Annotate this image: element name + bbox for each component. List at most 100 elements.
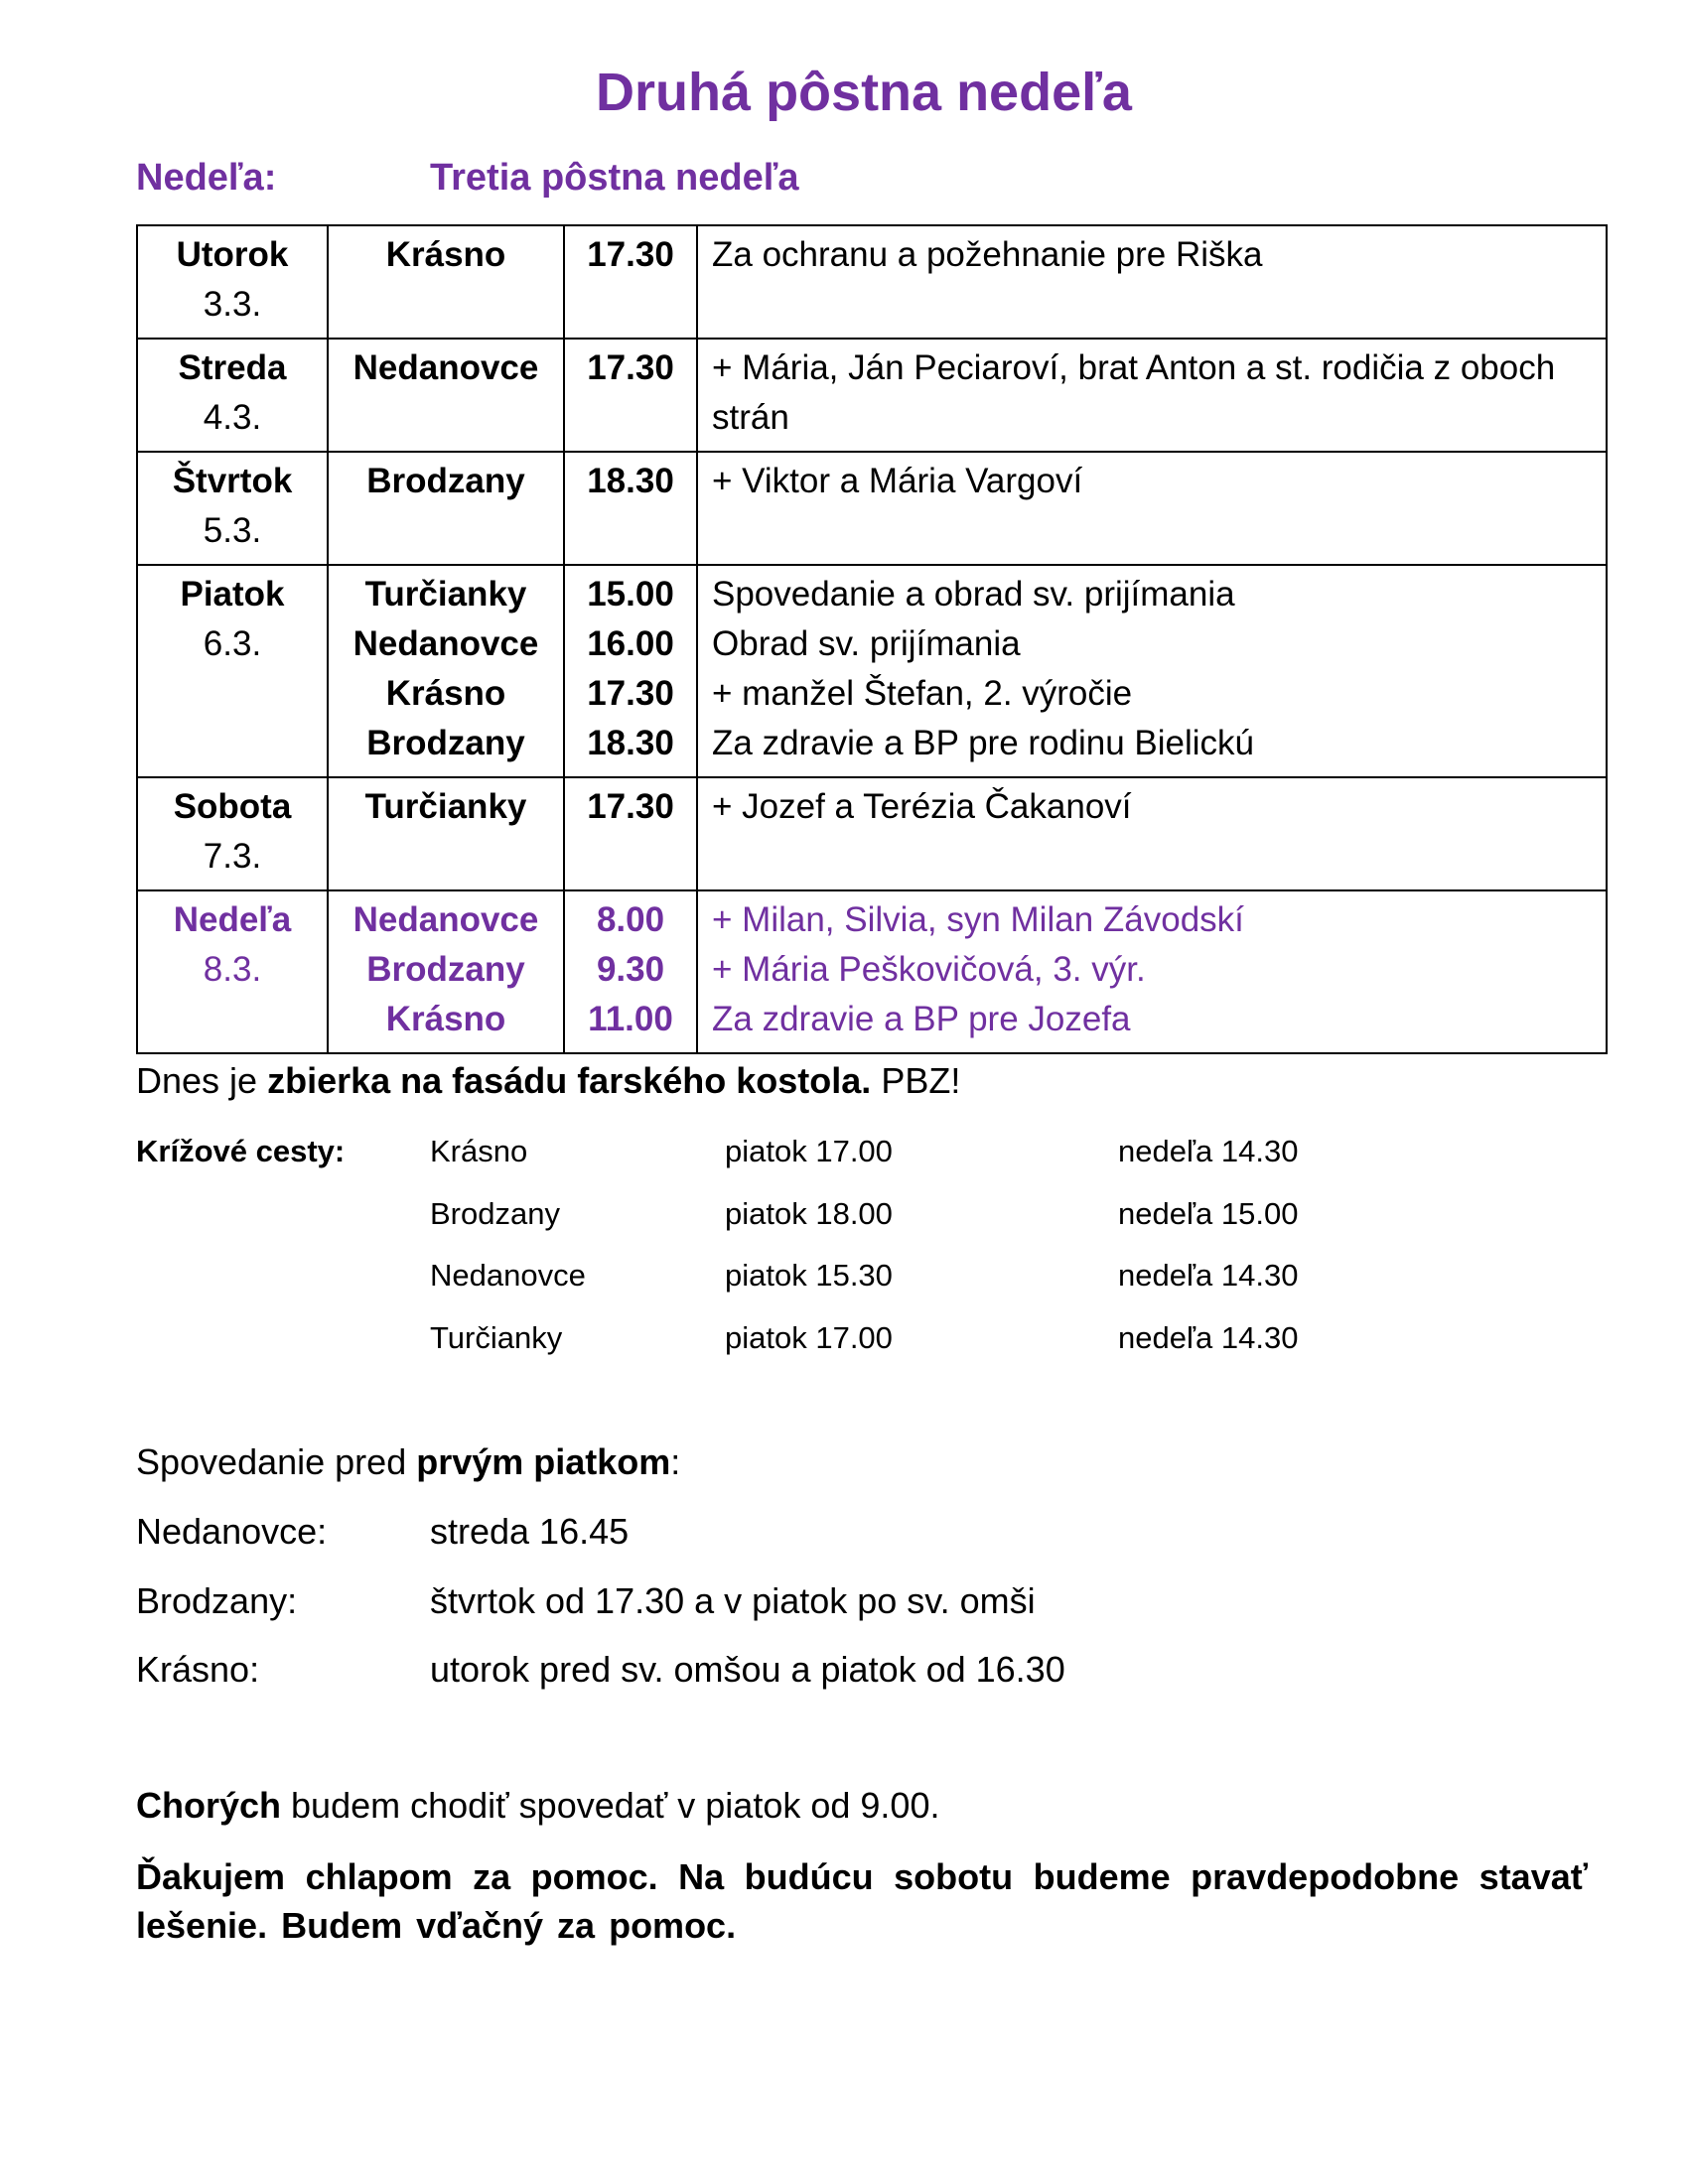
next-sunday-label: Nedeľa: bbox=[136, 157, 277, 199]
station-friday: piatok 18.00 bbox=[725, 1195, 893, 1231]
intention-cell: + Milan, Silvia, syn Milan Závodskí + Már… bbox=[696, 889, 1608, 1054]
time-cell: 17.30 bbox=[563, 776, 698, 891]
confession-post: : bbox=[670, 1441, 681, 1482]
time: 17.30 bbox=[587, 674, 674, 713]
confession-bold: prvým piatkom bbox=[416, 1441, 671, 1482]
day-cell: Štvrtok 5.3. bbox=[136, 451, 329, 566]
confession-time: utorok pred sv. omšou a piatok od 16.30 bbox=[430, 1649, 1065, 1690]
confession-place: Nedanovce: bbox=[136, 1511, 328, 1552]
place-cell: Nedanovce Brodzany Krásno bbox=[327, 889, 565, 1054]
confession-pre: Spovedanie pred bbox=[136, 1441, 417, 1482]
intention: + Jozef a Terézia Čakanoví bbox=[712, 787, 1132, 826]
stations-label: Krížové cesty: bbox=[136, 1134, 346, 1168]
station-friday: piatok 15.30 bbox=[725, 1258, 893, 1293]
place: Brodzany bbox=[366, 462, 525, 500]
intention-cell: Za ochranu a požehnanie pre Riška bbox=[696, 224, 1608, 340]
next-sunday-value: Tretia pôstna nedeľa bbox=[430, 157, 799, 199]
confession-time: streda 16.45 bbox=[430, 1511, 630, 1552]
day-cell: Nedeľa 8.3. bbox=[136, 889, 329, 1054]
intention: + Mária, Ján Peciaroví, brat Anton a st.… bbox=[712, 348, 1556, 437]
day-date: 5.3. bbox=[203, 511, 262, 550]
intention: Za zdravie a BP pre rodinu Bielickú bbox=[712, 724, 1255, 762]
time: 9.30 bbox=[596, 950, 665, 989]
time: 16.00 bbox=[587, 624, 674, 663]
schedule-row: Utorok 3.3. Krásno 17.30 Za ochranu a požehn… bbox=[136, 224, 1608, 340]
time: 17.30 bbox=[587, 787, 674, 826]
place-cell: Nedanovce bbox=[327, 338, 565, 453]
place-cell: Brodzany bbox=[327, 451, 565, 566]
intention: + Mária Peškovičová, 3. výr. bbox=[712, 950, 1146, 989]
day-name: Streda bbox=[178, 348, 287, 387]
intention: Za zdravie a BP pre Jozefa bbox=[712, 1000, 1131, 1038]
intention: Obrad sv. prijímania bbox=[712, 624, 1021, 663]
day-date: 8.3. bbox=[203, 950, 262, 989]
intention: Za ochranu a požehnanie pre Riška bbox=[712, 235, 1263, 274]
station-sunday: nedeľa 14.30 bbox=[1118, 1134, 1299, 1168]
time-cell: 17.30 bbox=[563, 338, 698, 453]
collection-pre: Dnes je bbox=[136, 1060, 268, 1101]
place-cell: Turčianky Nedanovce Krásno Brodzany bbox=[327, 564, 565, 778]
confession-time: štvrtok od 17.30 a v piatok po sv. omši bbox=[430, 1579, 1036, 1621]
time: 11.00 bbox=[588, 1000, 673, 1038]
place: Brodzany bbox=[366, 950, 525, 989]
day-cell: Piatok 6.3. bbox=[136, 564, 329, 778]
confession-heading: Spovedanie pred prvým piatkom: bbox=[136, 1441, 680, 1483]
place: Krásno bbox=[385, 235, 506, 274]
day-date: 3.3. bbox=[203, 285, 262, 324]
page-title: Druhá pôstna nedeľa bbox=[596, 63, 1132, 122]
schedule-row: Streda 4.3. Nedanovce 17.30 + Mária, Ján Pec… bbox=[136, 338, 1608, 453]
day-name: Utorok bbox=[176, 235, 289, 274]
time: 15.00 bbox=[587, 575, 674, 614]
intention-cell: + Viktor a Mária Vargoví bbox=[696, 451, 1608, 566]
intention: + Milan, Silvia, syn Milan Závodskí bbox=[712, 900, 1244, 939]
time: 17.30 bbox=[587, 235, 674, 274]
schedule-row: Nedeľa 8.3. Nedanovce Brodzany Krásno 8.00 9.3… bbox=[136, 889, 1608, 1054]
schedule-row: Štvrtok 5.3. Brodzany 18.30 + Viktor a Mária… bbox=[136, 451, 1608, 566]
place: Nedanovce bbox=[352, 348, 539, 387]
time-cell: 15.00 16.00 17.30 18.30 bbox=[563, 564, 698, 778]
day-date: 7.3. bbox=[203, 837, 262, 876]
schedule-row: Sobota 7.3. Turčianky 17.30 + Jozef a Terézi… bbox=[136, 776, 1608, 891]
place-cell: Turčianky bbox=[327, 776, 565, 891]
time-cell: 8.00 9.30 11.00 bbox=[563, 889, 698, 1054]
place: Krásno bbox=[385, 1000, 506, 1038]
place: Turčianky bbox=[364, 575, 527, 614]
day-date: 6.3. bbox=[203, 624, 262, 663]
thanks-note: Ďakujem chlapom za pomoc. Na budúcu sobo… bbox=[136, 1856, 1588, 1946]
intention: + manžel Štefan, 2. výročie bbox=[712, 674, 1133, 713]
time: 17.30 bbox=[587, 348, 674, 387]
day-name: Nedeľa bbox=[173, 900, 292, 939]
collection-post: PBZ! bbox=[871, 1060, 961, 1101]
day-name: Štvrtok bbox=[172, 462, 293, 500]
time: 18.30 bbox=[587, 462, 674, 500]
station-place: Brodzany bbox=[430, 1195, 560, 1231]
station-friday: piatok 17.00 bbox=[725, 1319, 893, 1355]
sick-rest: budem chodiť spovedať v piatok od 9.00. bbox=[281, 1785, 940, 1826]
sick-bold: Chorých bbox=[136, 1785, 282, 1826]
mass-schedule-table: Utorok 3.3. Krásno 17.30 Za ochranu a požehn… bbox=[136, 224, 1608, 1054]
sick-note: Chorých budem chodiť spovedať v piatok o… bbox=[136, 1785, 939, 1827]
station-sunday: nedeľa 14.30 bbox=[1118, 1258, 1299, 1293]
collection-note: Dnes je zbierka na fasádu farského kosto… bbox=[136, 1060, 960, 1102]
station-sunday: nedeľa 14.30 bbox=[1118, 1319, 1299, 1355]
day-name: Piatok bbox=[180, 575, 285, 614]
day-name: Sobota bbox=[173, 787, 292, 826]
place: Nedanovce bbox=[352, 900, 539, 939]
place-cell: Krásno bbox=[327, 224, 565, 340]
day-cell: Utorok 3.3. bbox=[136, 224, 329, 340]
time: 8.00 bbox=[596, 900, 665, 939]
station-sunday: nedeľa 15.00 bbox=[1118, 1195, 1299, 1231]
day-date: 4.3. bbox=[203, 398, 262, 437]
intention: + Viktor a Mária Vargoví bbox=[712, 462, 1083, 500]
time-cell: 17.30 bbox=[563, 224, 698, 340]
collection-bold: zbierka na fasádu farského kostola. bbox=[267, 1060, 872, 1101]
station-friday: piatok 17.00 bbox=[725, 1134, 893, 1168]
time: 18.30 bbox=[587, 724, 674, 762]
intention-cell: Spovedanie a obrad sv. prijímania Obrad s… bbox=[696, 564, 1608, 778]
place: Nedanovce bbox=[352, 624, 539, 663]
station-place: Krásno bbox=[430, 1134, 528, 1168]
intention: Spovedanie a obrad sv. prijímania bbox=[712, 575, 1235, 614]
place: Krásno bbox=[385, 674, 506, 713]
confession-place: Brodzany: bbox=[136, 1579, 298, 1621]
day-cell: Streda 4.3. bbox=[136, 338, 329, 453]
